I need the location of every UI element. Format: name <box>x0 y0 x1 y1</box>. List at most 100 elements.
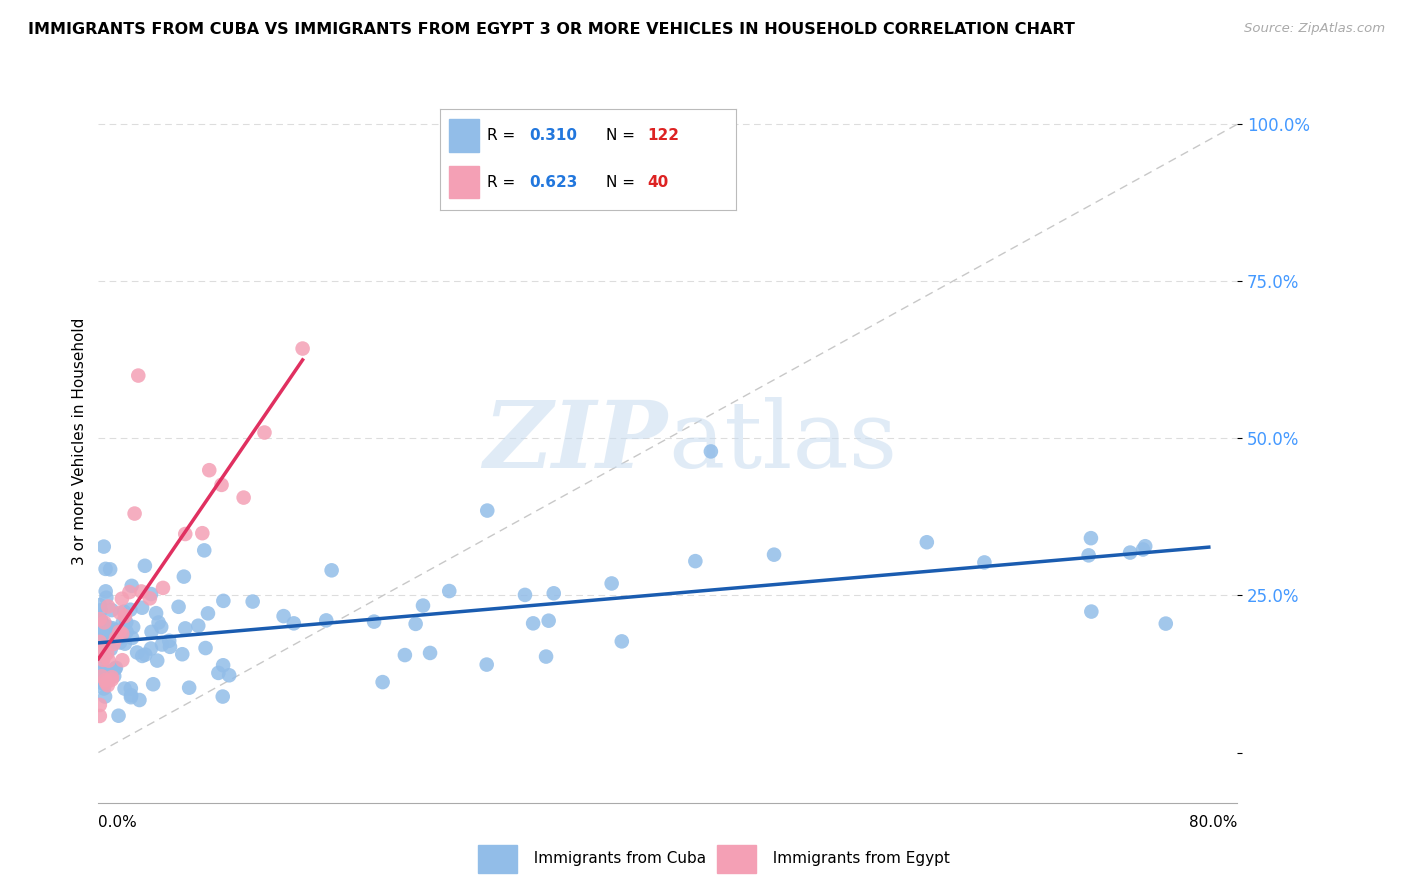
Point <box>157 633 180 648</box>
Point <box>610 634 633 648</box>
Point <box>1135 539 1157 553</box>
Point <box>321 563 343 577</box>
Point <box>141 624 163 639</box>
Point <box>211 478 233 492</box>
Point <box>124 507 146 521</box>
Point <box>187 618 209 632</box>
Point <box>91 655 114 669</box>
Point <box>108 624 131 639</box>
Point <box>194 640 217 655</box>
Point <box>150 620 173 634</box>
Point <box>475 657 498 672</box>
Point <box>101 670 124 684</box>
Point <box>89 598 111 612</box>
Point <box>94 690 117 704</box>
Point <box>100 631 122 645</box>
Point <box>94 562 117 576</box>
Point <box>211 690 233 704</box>
Point <box>139 641 162 656</box>
Point <box>103 669 125 683</box>
Point <box>114 609 136 624</box>
Text: ZIP: ZIP <box>484 397 668 486</box>
Point <box>273 609 295 624</box>
Point <box>93 625 115 640</box>
Point <box>103 637 125 651</box>
Point <box>94 584 117 599</box>
Point <box>100 636 122 650</box>
Point <box>93 641 115 656</box>
Point <box>134 648 156 662</box>
Point <box>134 558 156 573</box>
Point <box>394 648 416 662</box>
Point <box>93 540 115 554</box>
Point <box>108 632 131 646</box>
Point <box>91 653 114 667</box>
Point <box>93 681 115 696</box>
Point <box>763 548 786 562</box>
Point <box>363 615 385 629</box>
Point <box>100 642 122 657</box>
Point <box>89 698 111 712</box>
Point <box>107 708 129 723</box>
Point <box>111 626 134 640</box>
Point <box>405 616 427 631</box>
Point <box>120 603 142 617</box>
Point <box>104 661 127 675</box>
Point <box>412 599 434 613</box>
Point <box>1132 542 1154 557</box>
Point <box>100 634 122 648</box>
Point <box>152 581 174 595</box>
Point <box>90 603 112 617</box>
Text: Immigrants from Egypt: Immigrants from Egypt <box>762 851 949 866</box>
Point <box>100 624 122 639</box>
Point <box>139 587 162 601</box>
Point <box>139 591 162 606</box>
Point <box>173 569 195 583</box>
Point <box>101 621 124 635</box>
Point <box>121 631 143 645</box>
Point <box>111 653 134 667</box>
Point <box>90 644 112 658</box>
Point <box>90 665 112 679</box>
Point <box>207 665 229 680</box>
Point <box>104 631 127 645</box>
Point <box>96 619 118 633</box>
Point <box>89 635 111 649</box>
Y-axis label: 3 or more Vehicles in Household: 3 or more Vehicles in Household <box>72 318 87 566</box>
Point <box>111 591 134 606</box>
Point <box>522 616 544 631</box>
Point <box>111 615 134 630</box>
Point <box>232 491 254 505</box>
Point <box>131 600 153 615</box>
Point <box>167 599 190 614</box>
Point <box>90 669 112 683</box>
Point <box>97 654 120 668</box>
Point <box>212 658 235 673</box>
Point <box>198 463 221 477</box>
Text: IMMIGRANTS FROM CUBA VS IMMIGRANTS FROM EGYPT 3 OR MORE VEHICLES IN HOUSEHOLD CO: IMMIGRANTS FROM CUBA VS IMMIGRANTS FROM … <box>28 22 1076 37</box>
Text: Source: ZipAtlas.com: Source: ZipAtlas.com <box>1244 22 1385 36</box>
Point <box>159 640 181 654</box>
Point <box>89 671 111 685</box>
Point <box>174 527 197 541</box>
Point <box>371 675 394 690</box>
Point <box>513 588 536 602</box>
Point <box>142 677 165 691</box>
Point <box>96 591 118 605</box>
Point <box>291 342 314 356</box>
Point <box>253 425 276 440</box>
Point <box>93 615 115 630</box>
Point <box>212 594 235 608</box>
Point <box>98 665 121 680</box>
Point <box>104 662 127 676</box>
Point <box>242 594 264 608</box>
Bar <box>478 845 517 872</box>
Point <box>89 642 111 657</box>
Point <box>534 649 557 664</box>
Point <box>419 646 441 660</box>
Point <box>1080 531 1102 545</box>
Point <box>1119 545 1142 559</box>
Point <box>90 635 112 649</box>
Point <box>104 623 127 637</box>
Text: atlas: atlas <box>668 397 897 486</box>
